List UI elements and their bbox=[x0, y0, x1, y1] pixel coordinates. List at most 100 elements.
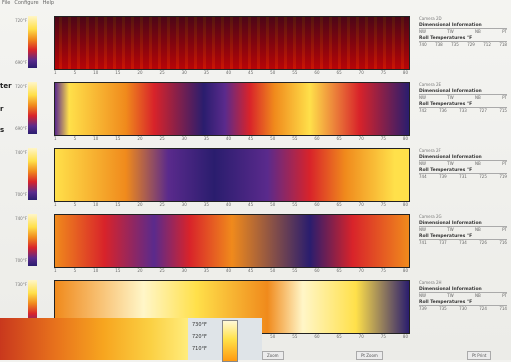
tick-label: 15 bbox=[115, 268, 121, 273]
tick-label: 30 bbox=[181, 136, 187, 141]
inset-label-3: 710°F bbox=[192, 346, 207, 352]
color-scale-bar bbox=[28, 280, 37, 332]
tick-label: 25 bbox=[159, 202, 165, 207]
menu-bar: File Configure Help bbox=[2, 0, 54, 9]
tick-label: 70 bbox=[358, 70, 364, 75]
zoom-button[interactable]: Zoom bbox=[262, 351, 284, 360]
dimension-value: TW bbox=[447, 161, 454, 166]
tick-label: 5 bbox=[73, 70, 77, 75]
camera-info-box: Camera 2G Dimensional Information NW TW NB PT… bbox=[419, 214, 507, 245]
temperature-value: 735 bbox=[451, 42, 459, 47]
camera-info-box: Camera 2H Dimensional Information NW TW NB PT… bbox=[419, 280, 507, 311]
temperature-value: 733 bbox=[459, 108, 467, 113]
temperature-value: 726 bbox=[479, 240, 487, 245]
temperature-row: 742 736 733 727 715 bbox=[419, 108, 507, 113]
tick-label: 5 bbox=[73, 202, 77, 207]
tick-label: 40 bbox=[225, 136, 231, 141]
side-text-1: ter bbox=[0, 82, 12, 90]
color-scale-bar bbox=[28, 148, 37, 200]
tick-label: 40 bbox=[225, 202, 231, 207]
tick-label: 65 bbox=[336, 70, 342, 75]
scale-max-label: 720°F bbox=[15, 84, 27, 89]
scale-max-label: 730°F bbox=[15, 282, 27, 287]
temperature-value: 727 bbox=[479, 108, 487, 113]
pt-print-button[interactable]: Pt Print bbox=[467, 351, 492, 360]
menu-configure[interactable]: Configure bbox=[14, 0, 39, 6]
camera-header: Camera 2F bbox=[419, 148, 441, 153]
scale-max-label: 740°F bbox=[15, 216, 27, 221]
tick-label: 70 bbox=[358, 202, 364, 207]
dimension-value: NW bbox=[419, 95, 426, 100]
menu-file[interactable]: File bbox=[2, 0, 11, 6]
dimension-value: TW bbox=[447, 293, 454, 298]
tick-label: 1 bbox=[54, 70, 57, 75]
thermal-image[interactable] bbox=[54, 82, 410, 136]
color-scale: 740°F 700°F bbox=[8, 148, 44, 200]
tick-label: 70 bbox=[358, 268, 364, 273]
tick-label: 10 bbox=[93, 70, 99, 75]
dimension-row: NW TW NB PT bbox=[419, 161, 507, 166]
temperature-value: 718 bbox=[499, 42, 507, 47]
camera-info-box: Camera 2E Dimensional Information NW TW NB PT… bbox=[419, 82, 507, 113]
tick-label: 15 bbox=[115, 70, 121, 75]
roll-temperatures-title: Roll Temperatures °F bbox=[419, 36, 507, 42]
color-scale: 720°F 690°F bbox=[8, 82, 44, 134]
tick-label: 35 bbox=[203, 268, 209, 273]
dimension-value: PT bbox=[502, 95, 507, 100]
temperature-value: 716 bbox=[499, 240, 507, 245]
temperature-value: 712 bbox=[483, 42, 491, 47]
tick-label: 50 bbox=[270, 202, 276, 207]
dimension-value: TW bbox=[447, 95, 454, 100]
tick-label: 45 bbox=[248, 136, 254, 141]
tick-label: 70 bbox=[358, 334, 364, 339]
dimension-value: NW bbox=[419, 161, 426, 166]
roll-temperatures-title: Roll Temperatures °F bbox=[419, 102, 507, 108]
dimension-value: NW bbox=[419, 29, 426, 34]
tick-label: 55 bbox=[292, 334, 298, 339]
temperature-value: 719 bbox=[499, 174, 507, 179]
tick-label: 65 bbox=[336, 334, 342, 339]
temperature-value: 739 bbox=[439, 174, 447, 179]
dimensional-info-title: Dimensional Information bbox=[419, 287, 507, 293]
temperature-row: 740 738 735 729 712 718 bbox=[419, 42, 507, 47]
temperature-value: 714 bbox=[499, 306, 507, 311]
tick-label: 60 bbox=[314, 136, 320, 141]
camera-header: Camera 2G bbox=[419, 214, 442, 219]
dimension-value: NB bbox=[475, 95, 481, 100]
tick-label: 75 bbox=[380, 202, 386, 207]
tick-label: 70 bbox=[358, 136, 364, 141]
tick-label: 25 bbox=[159, 268, 165, 273]
tick-label: 75 bbox=[380, 268, 386, 273]
tick-label: 1 bbox=[54, 202, 57, 207]
pt-zoom-button[interactable]: Pt Zoom bbox=[356, 351, 383, 360]
thermal-image[interactable] bbox=[54, 148, 410, 202]
dimension-row: NW TW NB PT bbox=[419, 95, 507, 100]
thermal-image[interactable] bbox=[54, 214, 410, 268]
roll-temperatures-title: Roll Temperatures °F bbox=[419, 168, 507, 174]
tick-label: 5 bbox=[73, 136, 77, 141]
dimensional-info-title: Dimensional Information bbox=[419, 23, 507, 29]
tick-label: 55 bbox=[292, 268, 298, 273]
tick-label: 1 bbox=[54, 268, 57, 273]
tick-label: 40 bbox=[225, 268, 231, 273]
dimension-value: PT bbox=[502, 161, 507, 166]
temperature-value: 725 bbox=[479, 174, 487, 179]
tick-label: 65 bbox=[336, 136, 342, 141]
dimension-value: TW bbox=[447, 227, 454, 232]
thermal-image[interactable] bbox=[54, 16, 410, 70]
roll-temperatures-title: Roll Temperatures °F bbox=[419, 300, 507, 306]
dimension-row: NW TW NB PT bbox=[419, 227, 507, 232]
color-scale: 740°F 700°F bbox=[8, 214, 44, 266]
tick-label: 60 bbox=[314, 70, 320, 75]
tick-label: 80 bbox=[402, 268, 408, 273]
menu-help[interactable]: Help bbox=[42, 0, 55, 6]
dimension-value: PT bbox=[502, 227, 507, 232]
tick-label: 45 bbox=[248, 70, 254, 75]
tick-label: 45 bbox=[248, 202, 254, 207]
tick-label: 60 bbox=[314, 334, 320, 339]
inset-label-1: 730°F bbox=[192, 322, 207, 328]
tick-label: 35 bbox=[203, 136, 209, 141]
